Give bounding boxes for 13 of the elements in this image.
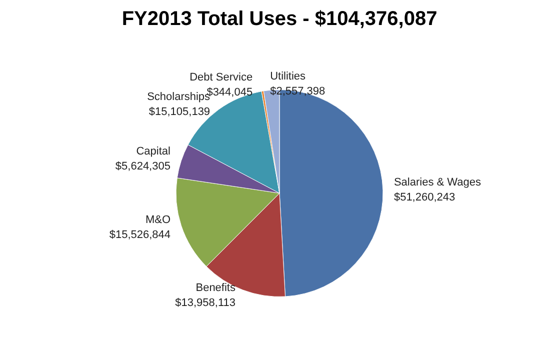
data-label: $13,958,113	[175, 297, 236, 310]
slice-label: Capital	[136, 146, 170, 158]
data-label: $5,624,305	[115, 160, 170, 173]
data-label: $2,557,398	[270, 86, 326, 98]
slice-label: Utilities	[270, 70, 306, 83]
slice-label: Salaries & Wages	[394, 176, 482, 189]
slice-label: Benefits	[196, 282, 236, 294]
slice-label: Debt Service	[190, 72, 253, 84]
data-label: $15,105,139	[148, 106, 210, 118]
data-label: $51,260,243	[394, 192, 456, 204]
slice-label: M&O	[145, 214, 171, 226]
data-label: $15,526,844	[109, 229, 171, 242]
chart-title: FY2013 Total Uses - $104,376,087	[122, 8, 438, 30]
